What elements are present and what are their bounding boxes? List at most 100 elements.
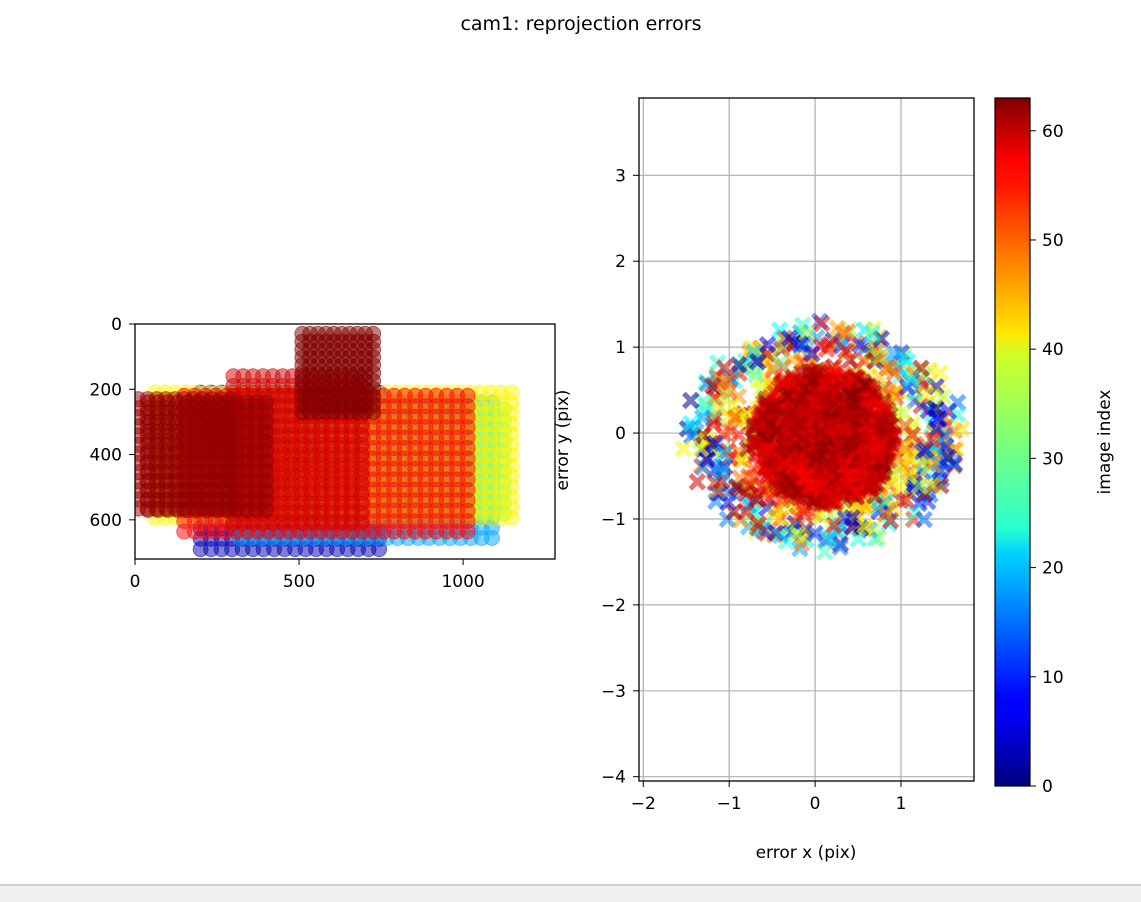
error-point: [799, 479, 817, 497]
error-point: [862, 385, 880, 404]
error-point: [857, 464, 875, 483]
error-point: [863, 417, 881, 436]
error-point: [790, 488, 809, 507]
error-point: [864, 436, 882, 454]
error-point: [807, 484, 825, 503]
error-point: [818, 442, 837, 460]
error-point: [923, 430, 942, 449]
error-point: [816, 543, 834, 561]
error-point: [866, 455, 885, 473]
error-point: [778, 400, 796, 419]
error-point: [877, 445, 895, 463]
error-point: [824, 390, 842, 408]
error-point: [843, 402, 862, 421]
error-point: [794, 403, 812, 421]
error-point: [852, 388, 870, 406]
error-point: [784, 381, 803, 400]
error-point: [803, 468, 821, 487]
error-point: [846, 385, 864, 403]
error-point: [874, 425, 893, 444]
error-point: [780, 436, 798, 454]
error-point: [759, 467, 777, 486]
error-point: [841, 434, 860, 452]
error-point: [798, 411, 816, 429]
error-point: [853, 461, 872, 479]
error-point: [809, 392, 827, 410]
error-point: [839, 418, 858, 437]
error-point: [749, 515, 768, 533]
error-point: [830, 389, 849, 408]
error-point: [802, 466, 821, 485]
error-point: [820, 450, 839, 468]
error-point: [811, 494, 829, 512]
error-point: [857, 421, 876, 439]
error-point: [806, 482, 825, 501]
error-point: [860, 474, 878, 493]
error-point: [897, 491, 915, 509]
error-point: [786, 374, 805, 392]
error-point: [819, 464, 838, 483]
error-point: [880, 426, 899, 445]
error-point: [874, 392, 893, 411]
error-point: [822, 479, 840, 497]
y-tick-label: 200: [90, 380, 122, 400]
error-point: [786, 394, 805, 412]
error-point: [836, 407, 855, 426]
error-point: [806, 395, 825, 414]
error-point: [831, 480, 850, 498]
error-point: [778, 392, 796, 410]
error-point: [832, 466, 850, 485]
error-point: [835, 477, 853, 496]
error-point: [817, 340, 836, 358]
error-point: [807, 479, 826, 498]
error-point: [773, 480, 791, 498]
error-point: [861, 477, 879, 495]
error-point: [864, 383, 883, 402]
error-point: [832, 472, 851, 490]
error-point: [822, 417, 840, 436]
error-point: [837, 418, 855, 436]
x-tick-label: −1: [717, 794, 742, 814]
error-point: [821, 415, 839, 433]
error-point: [878, 401, 897, 420]
error-point: [810, 435, 828, 453]
error-point: [857, 401, 876, 420]
error-point: [802, 463, 821, 481]
error-point: [803, 447, 822, 465]
error-point: [745, 417, 764, 436]
error-point: [860, 379, 879, 397]
error-point: [872, 347, 890, 366]
error-point: [819, 411, 837, 429]
x-tick-label: 0: [130, 572, 141, 592]
error-point: [805, 392, 823, 410]
error-point: [784, 375, 802, 394]
error-point: [823, 392, 841, 410]
error-point: [826, 431, 845, 449]
error-point: [730, 426, 748, 444]
error-point: [848, 446, 866, 464]
error-point: [861, 390, 879, 408]
error-point: [851, 394, 869, 412]
error-point: [758, 398, 776, 417]
error-point: [845, 397, 864, 416]
error-point: [767, 472, 785, 491]
error-point: [792, 438, 810, 456]
error-point: [787, 444, 806, 463]
error-point: [835, 371, 854, 389]
error-point: [796, 438, 814, 457]
error-point: [832, 462, 850, 480]
error-point: [796, 380, 814, 398]
error-point: [812, 373, 831, 391]
error-point: [808, 404, 827, 423]
error-point: [859, 441, 877, 460]
error-point: [852, 432, 870, 451]
error-point: [835, 449, 854, 468]
colorbar-tick-label: 60: [1042, 122, 1064, 142]
error-point: [780, 443, 798, 462]
error-point: [757, 456, 776, 474]
x-axis-label: error x (pix): [756, 843, 857, 863]
error-point: [771, 451, 789, 469]
error-point: [742, 428, 761, 446]
error-point: [829, 442, 848, 461]
y-tick-label: 3: [615, 166, 626, 186]
